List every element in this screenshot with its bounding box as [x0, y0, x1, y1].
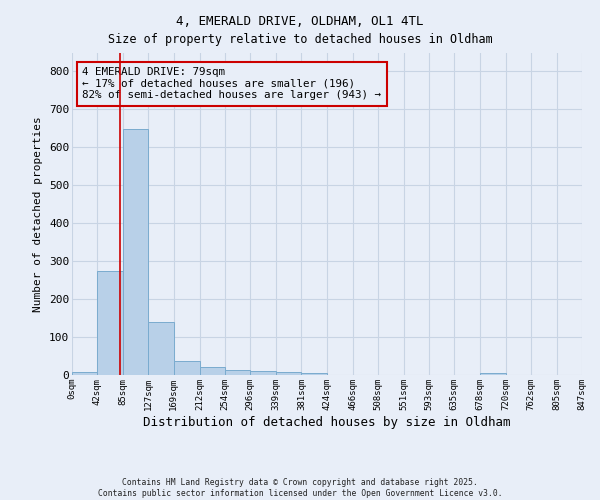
Bar [72, 372, 97, 375]
Bar [250, 371, 276, 375]
Text: 4, EMERALD DRIVE, OLDHAM, OL1 4TL: 4, EMERALD DRIVE, OLDHAM, OL1 4TL [176, 15, 424, 28]
Bar [148, 322, 174, 375]
X-axis label: Distribution of detached houses by size in Oldham: Distribution of detached houses by size … [143, 416, 511, 428]
Bar [97, 270, 123, 375]
Bar [276, 372, 301, 375]
Y-axis label: Number of detached properties: Number of detached properties [34, 116, 43, 312]
Bar [200, 368, 225, 375]
Bar [301, 373, 328, 375]
Text: Contains HM Land Registry data © Crown copyright and database right 2025.
Contai: Contains HM Land Registry data © Crown c… [98, 478, 502, 498]
Bar [174, 360, 200, 375]
Text: Size of property relative to detached houses in Oldham: Size of property relative to detached ho… [107, 32, 493, 46]
Bar [225, 370, 250, 375]
Text: 4 EMERALD DRIVE: 79sqm
← 17% of detached houses are smaller (196)
82% of semi-de: 4 EMERALD DRIVE: 79sqm ← 17% of detached… [82, 67, 381, 100]
Bar [480, 374, 506, 375]
Bar [123, 129, 148, 375]
